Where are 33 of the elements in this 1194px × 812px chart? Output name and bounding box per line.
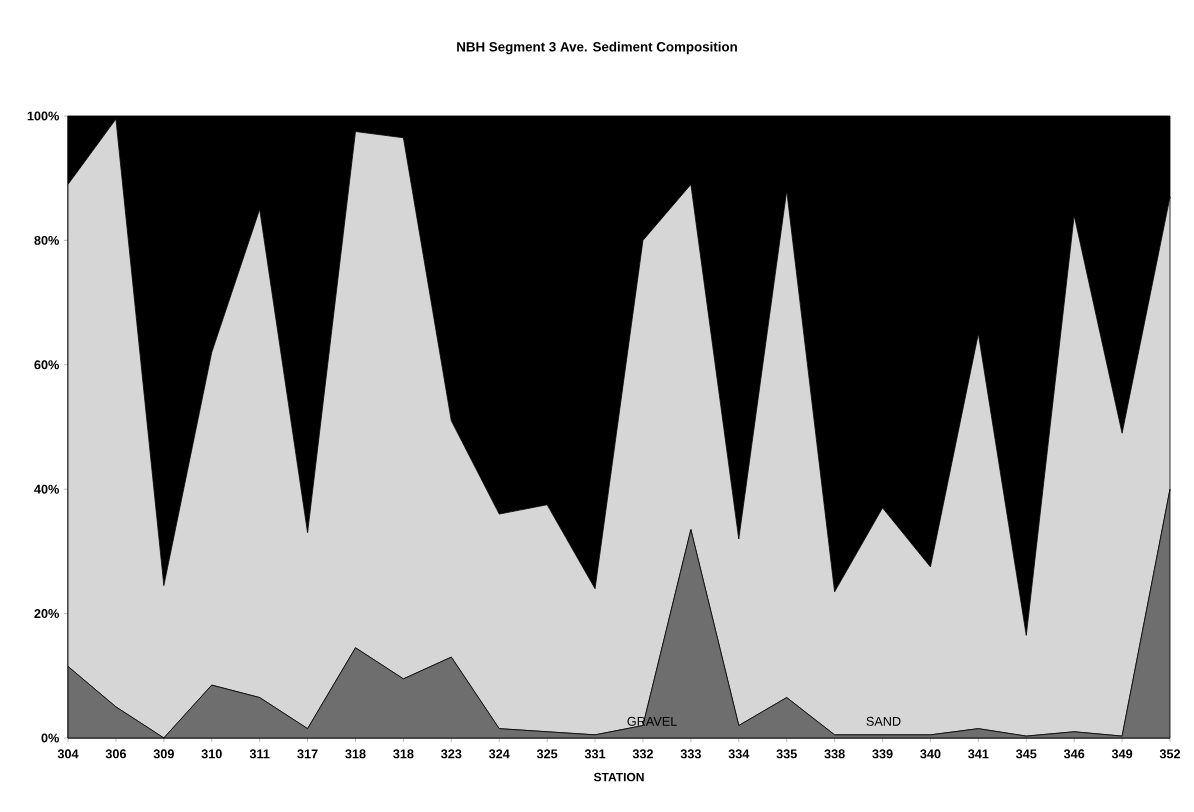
x-tick-label: 335	[776, 749, 797, 759]
y-tick-label: 0%	[41, 733, 59, 743]
y-tick-label: 20%	[34, 609, 59, 619]
x-tick-label: 332	[632, 749, 654, 759]
x-tick-label: 309	[153, 749, 174, 759]
x-tick-label: 340	[920, 749, 941, 759]
x-tick-label: 304	[57, 749, 79, 759]
y-tick-label: 80%	[34, 235, 59, 245]
x-tick-label: 331	[584, 749, 606, 759]
x-tick-label: 317	[297, 749, 318, 759]
chart-title: NBH Segment 3 Ave. Sediment Composition	[457, 41, 737, 55]
x-tick-label: 318	[393, 749, 414, 759]
x-axis-title: STATION	[593, 772, 644, 782]
x-tick-label: 324	[488, 749, 510, 759]
x-tick-label: 323	[441, 749, 462, 759]
y-tick-label: 100%	[27, 111, 59, 121]
x-tick-label: 341	[968, 749, 989, 759]
x-tick-label: 306	[105, 749, 127, 759]
x-tick-label: 311	[249, 749, 270, 759]
x-tick-label: 333	[680, 749, 701, 759]
annotation: SAND	[866, 716, 901, 726]
x-tick-label: 310	[201, 749, 222, 759]
y-tick-label: 60%	[34, 360, 59, 370]
x-tick-label: 349	[1111, 749, 1133, 759]
x-tick-label: 318	[345, 749, 366, 759]
x-tick-label: 352	[1159, 749, 1181, 759]
x-tick-label: 345	[1016, 749, 1037, 759]
x-tick-label: 334	[728, 749, 750, 759]
x-tick-label: 339	[872, 749, 893, 759]
x-tick-label: 338	[824, 749, 845, 759]
x-tick-label: 325	[536, 749, 558, 759]
y-tick-label: 40%	[34, 484, 59, 494]
x-tick-label: 346	[1063, 749, 1085, 759]
